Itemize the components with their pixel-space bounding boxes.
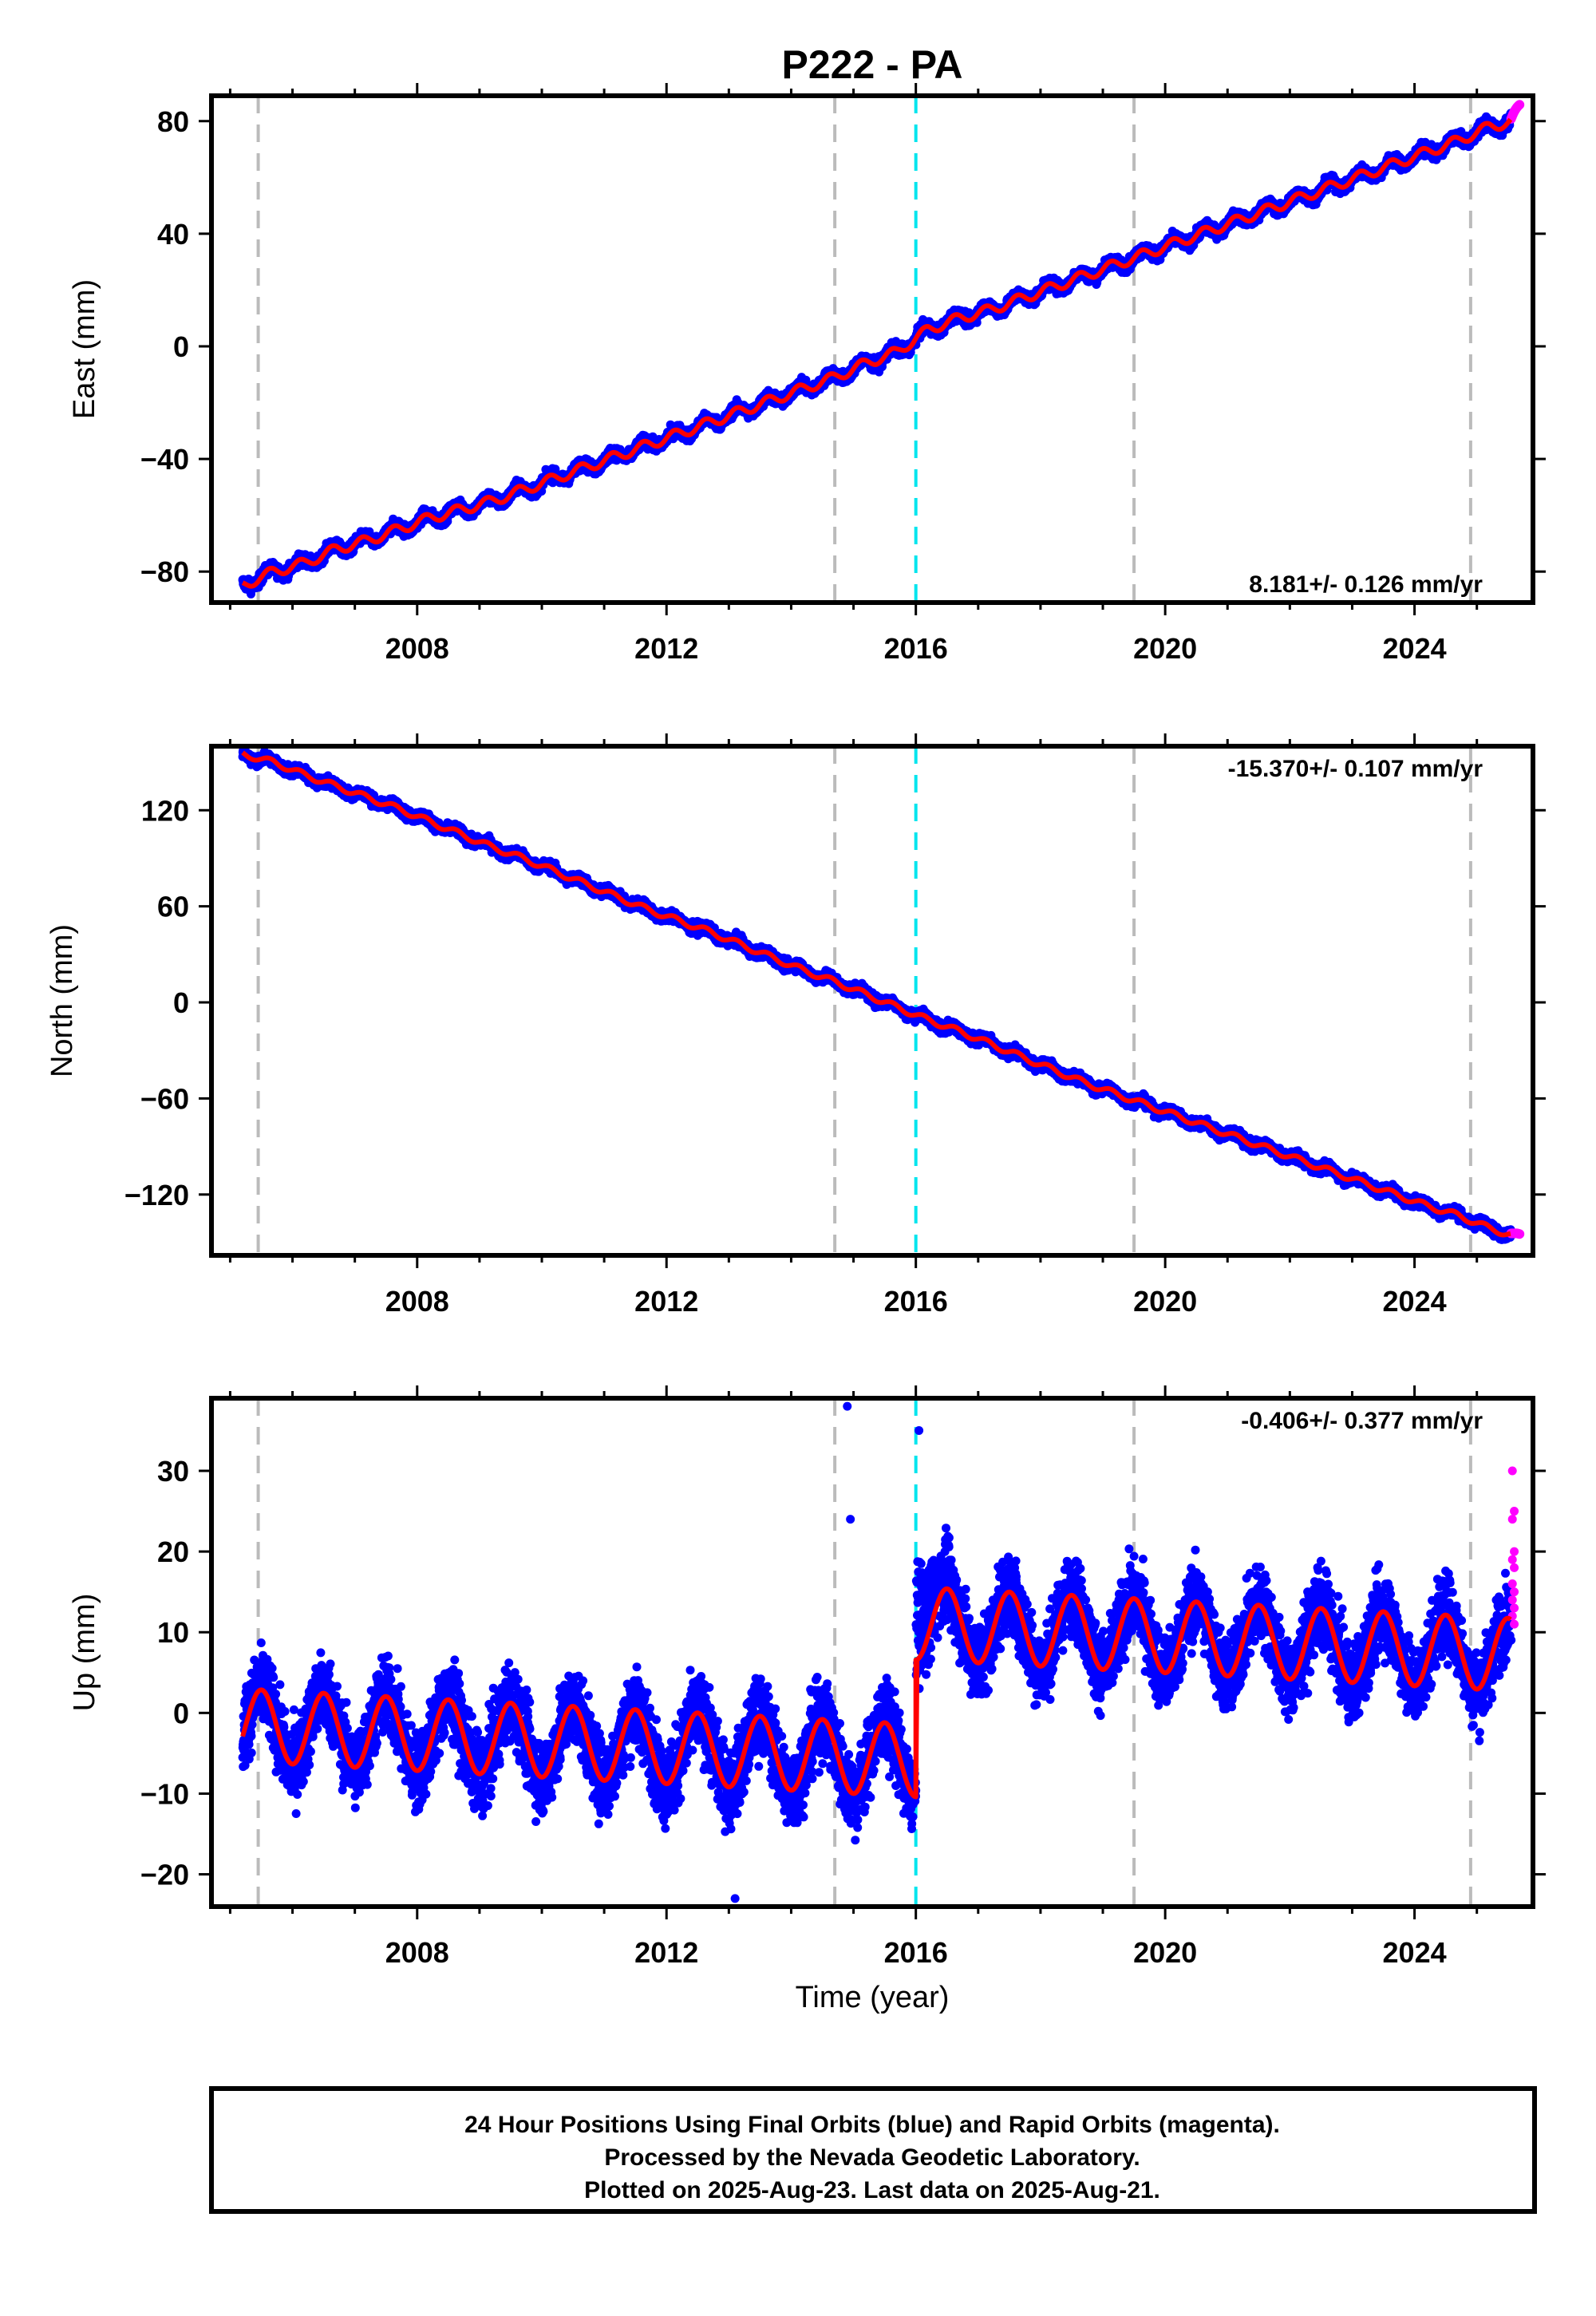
final-orbit-points — [238, 109, 1516, 599]
plot-area — [238, 96, 1525, 603]
chart-title: P222 - PA — [782, 42, 963, 87]
